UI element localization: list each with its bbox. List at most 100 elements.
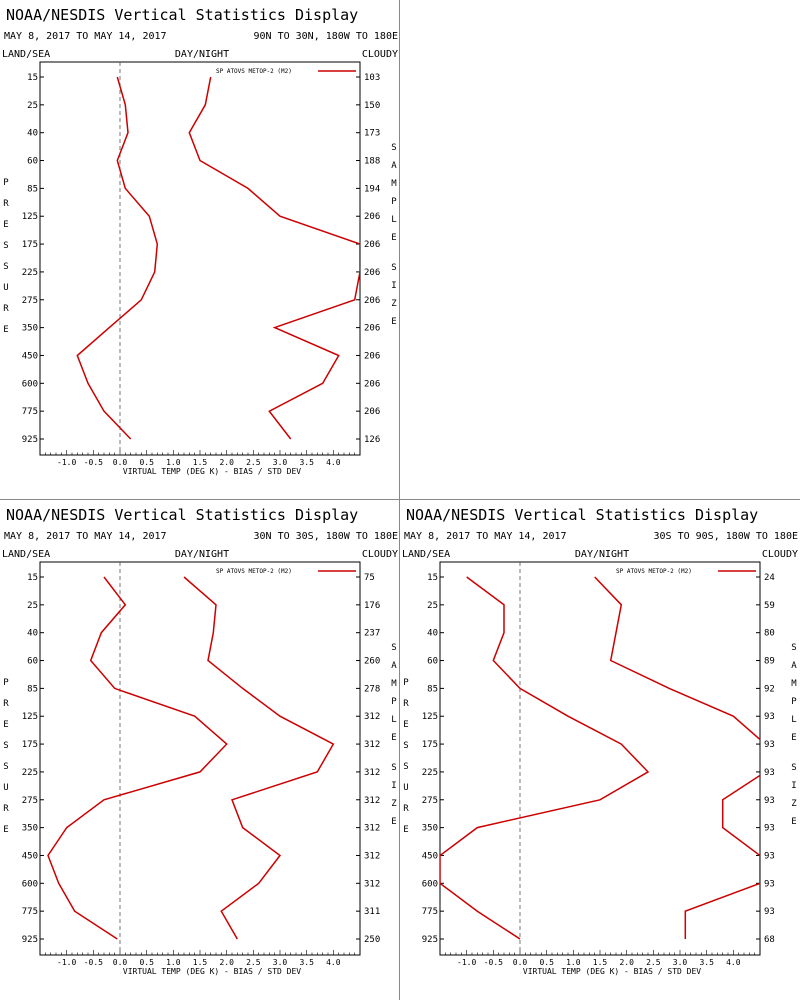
pressure-axis-letter: R [3, 699, 9, 709]
x-axis-label: VIRTUAL TEMP (DEG K) - BIAS / STD DEV [123, 967, 301, 976]
date-range: MAY 8, 2017 TO MAY 14, 2017 [4, 531, 167, 542]
pressure-tick-label: 450 [22, 851, 38, 861]
pressure-tick-label: 125 [422, 712, 438, 722]
sample-axis-letter: Z [791, 799, 797, 809]
pressure-axis-letter: E [403, 825, 408, 835]
sample-size-label: 312 [364, 824, 380, 834]
pressure-axis-letter: E [3, 825, 8, 835]
stats-chart-tropics: NOAA/NESDIS Vertical Statistics Display M… [2, 506, 399, 976]
sample-axis-letter: E [391, 317, 396, 327]
day-night-label: DAY/NIGHT [175, 549, 229, 560]
pressure-tick-label: 450 [422, 851, 438, 861]
x-tick-label: 0.0 [513, 958, 528, 967]
sample-axis-letter: E [391, 233, 396, 243]
date-range: MAY 8, 2017 TO MAY 14, 2017 [4, 31, 167, 42]
pressure-tick-label: 775 [422, 907, 438, 917]
sample-axis-letter: P [391, 197, 397, 207]
pressure-tick-label: 15 [27, 573, 38, 583]
sample-axis-letter: S [791, 763, 796, 773]
pressure-axis-letter: S [3, 741, 8, 751]
sample-size-label: 278 [364, 684, 380, 694]
pressure-axis-letter: R [403, 804, 409, 814]
pressure-tick-label: 40 [27, 129, 38, 139]
x-tick-label: -0.5 [84, 958, 103, 967]
x-tick-label: 4.0 [726, 958, 741, 967]
sample-axis-letter: S [391, 643, 396, 653]
pressure-tick-label: 925 [22, 435, 38, 445]
sample-size-label: 312 [364, 740, 380, 750]
x-tick-label: -1.0 [57, 958, 76, 967]
region-label: 90N TO 30N, 180W TO 180E [254, 31, 399, 42]
x-tick-label: 1.0 [166, 958, 181, 967]
sample-axis-letter: E [391, 733, 396, 743]
bias-series-line [47, 576, 228, 940]
x-tick-label: 3.5 [299, 958, 314, 967]
sample-size-label: 68 [764, 935, 775, 945]
sample-axis-letter: P [391, 697, 397, 707]
sample-axis-letter: S [391, 143, 396, 153]
sample-axis-letter: M [391, 679, 397, 689]
x-tick-label: 2.0 [619, 958, 634, 967]
sample-size-label: 92 [764, 684, 775, 694]
sample-axis-letter: A [391, 661, 397, 671]
pressure-tick-label: 85 [27, 684, 38, 694]
stats-panel-tropics: NOAA/NESDIS Vertical Statistics Display M… [0, 500, 400, 1000]
day-night-label: DAY/NIGHT [175, 49, 229, 60]
sample-size-label: 206 [364, 268, 380, 278]
x-axis-label: VIRTUAL TEMP (DEG K) - BIAS / STD DEV [523, 967, 701, 976]
pressure-axis-letter: E [3, 720, 8, 730]
region-label: 30S TO 90S, 180W TO 180E [654, 531, 799, 542]
pressure-tick-label: 175 [422, 740, 438, 750]
cloudy-label: CLOUDY [362, 549, 398, 560]
pressure-axis-letter: S [3, 762, 8, 772]
pressure-tick-label: 225 [22, 268, 38, 278]
sample-size-label: 126 [364, 435, 380, 445]
sample-size-label: 188 [364, 157, 380, 167]
sample-size-label: 260 [364, 657, 380, 667]
pressure-tick-label: 175 [22, 240, 38, 250]
pressure-tick-label: 600 [22, 879, 38, 889]
sample-axis-letter: I [391, 281, 396, 291]
pressure-axis-letter: R [403, 699, 409, 709]
sample-size-label: 206 [364, 379, 380, 389]
x-tick-label: -0.5 [84, 458, 103, 467]
pressure-tick-label: 925 [422, 935, 438, 945]
sample-size-label: 312 [364, 768, 380, 778]
x-tick-label: 0.5 [139, 458, 154, 467]
pressure-tick-label: 925 [22, 935, 38, 945]
pressure-tick-label: 40 [427, 629, 438, 639]
pressure-tick-label: 225 [422, 768, 438, 778]
pressure-tick-label: 60 [27, 157, 38, 167]
pressure-tick-label: 775 [22, 407, 38, 417]
panel-title: NOAA/NESDIS Vertical Statistics Display [406, 506, 758, 524]
stats-chart-north: NOAA/NESDIS Vertical Statistics Display M… [2, 6, 399, 476]
pressure-axis-letter: P [3, 678, 9, 688]
x-tick-label: -1.0 [57, 458, 76, 467]
sample-axis-letter: E [791, 817, 796, 827]
legend-label: SP ATOVS METOP-2 (M2) [216, 568, 292, 575]
pressure-tick-label: 125 [22, 212, 38, 222]
x-tick-label: 0.5 [139, 958, 154, 967]
sample-axis-letter: S [391, 763, 396, 773]
sample-axis-letter: E [391, 817, 396, 827]
legend-label: SP ATOVS METOP-2 (M2) [216, 68, 292, 75]
sample-size-label: 312 [364, 712, 380, 722]
sample-size-label: 206 [364, 407, 380, 417]
panel-title: NOAA/NESDIS Vertical Statistics Display [6, 506, 358, 524]
pressure-tick-label: 225 [22, 768, 38, 778]
pressure-tick-label: 60 [27, 657, 38, 667]
region-label: 30N TO 30S, 180W TO 180E [254, 531, 399, 542]
sample-size-label: 93 [764, 796, 775, 806]
x-tick-label: 1.0 [166, 458, 181, 467]
sample-axis-letter: E [791, 733, 796, 743]
sample-size-label: 311 [364, 907, 380, 917]
date-range: MAY 8, 2017 TO MAY 14, 2017 [404, 531, 567, 542]
cloudy-label: CLOUDY [762, 549, 798, 560]
plot-frame [439, 561, 761, 956]
sample-size-label: 206 [364, 324, 380, 334]
pressure-tick-label: 60 [427, 657, 438, 667]
x-tick-label: -0.5 [484, 958, 503, 967]
sample-size-label: 206 [364, 296, 380, 306]
pressure-tick-label: 450 [22, 351, 38, 361]
sample-size-label: 80 [764, 629, 775, 639]
